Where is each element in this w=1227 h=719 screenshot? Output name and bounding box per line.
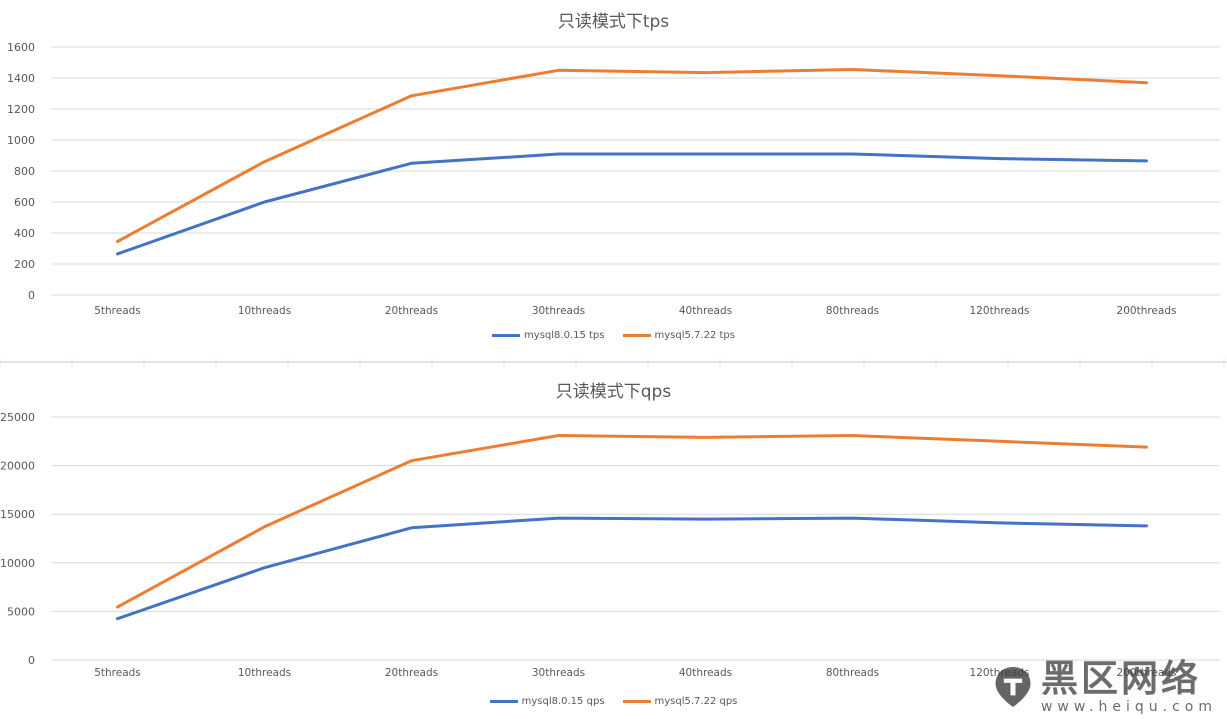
series-line-1 xyxy=(116,152,1148,256)
legend-swatch xyxy=(622,334,651,337)
x-tick-label: 200threads xyxy=(1117,305,1177,317)
x-tick-label: 200threads xyxy=(1117,667,1177,679)
series-line-2 xyxy=(116,434,1148,609)
legend-label: mysql8.0.15 qps xyxy=(521,696,605,707)
legend-label: mysql5.7.22 qps xyxy=(654,696,738,707)
legend-item-series-1: mysql8.0.15 tps xyxy=(492,330,605,341)
x-tick-label: 5threads xyxy=(94,667,141,679)
series-line-2 xyxy=(116,68,1148,243)
y-tick-label: 1400 xyxy=(7,72,35,85)
y-tick-label: 20000 xyxy=(0,460,35,473)
y-tick-label: 1000 xyxy=(7,134,35,147)
watermark-url: www.heiqu.com xyxy=(1040,699,1217,715)
legend-label: mysql5.7.22 tps xyxy=(654,330,735,341)
watermark-cn: 黑区网络 xyxy=(1040,657,1201,700)
qps-chart[interactable]: 只读模式下qps 0 5000 10000 15000 20000 25000 5threa… xyxy=(0,367,1227,719)
series-line-1 xyxy=(116,516,1148,621)
y-tick-label: 0 xyxy=(28,289,35,302)
legend-item-series-2: mysql5.7.22 qps xyxy=(622,696,738,707)
legend-swatch xyxy=(622,700,651,703)
legend-item-series-2: mysql5.7.22 tps xyxy=(622,330,735,341)
tps-plot-area: 0 200 400 600 800 1000 1200 1400 1600 5threads 10t… xyxy=(7,41,1220,317)
x-tick-label: 80threads xyxy=(826,305,879,317)
qps-plot-area: 0 5000 10000 15000 20000 25000 5threads 10threa… xyxy=(0,411,1220,679)
y-tick-label: 5000 xyxy=(7,605,35,618)
y-tick-label: 0 xyxy=(28,654,35,667)
y-tick-label: 1600 xyxy=(7,41,35,54)
x-tick-label: 20threads xyxy=(385,305,438,317)
x-tick-label: 10threads xyxy=(238,667,291,679)
x-tick-label: 10threads xyxy=(238,305,291,317)
tps-chart[interactable]: 只读模式下tps 0 200 400 600 800 1000 1200 1400 1600 5t… xyxy=(0,0,1227,358)
chart-title: 只读模式下tps xyxy=(557,12,670,32)
y-tick-label: 15000 xyxy=(0,508,35,521)
pin-logo-icon xyxy=(995,667,1031,707)
x-tick-label: 5threads xyxy=(94,305,141,317)
y-tick-label: 25000 xyxy=(0,411,35,424)
site-watermark: 黑区网络 www.heiqu.com xyxy=(993,655,1217,719)
x-tick-label: 80threads xyxy=(826,667,879,679)
legend-swatch xyxy=(492,334,521,337)
x-tick-label: 20threads xyxy=(385,667,438,679)
chart-title: 只读模式下qps xyxy=(555,382,672,402)
x-tick-label: 40threads xyxy=(679,667,732,679)
y-tick-label: 10000 xyxy=(0,557,35,570)
chart-legend: mysql8.0.15 qps mysql5.7.22 qps xyxy=(0,696,1227,707)
x-tick-label: 120threads xyxy=(970,305,1030,317)
x-tick-label: 30threads xyxy=(532,305,585,317)
y-tick-label: 200 xyxy=(14,258,35,271)
x-tick-label: 30threads xyxy=(532,667,585,679)
chart-legend: mysql8.0.15 tps mysql5.7.22 tps xyxy=(0,330,1227,341)
legend-swatch xyxy=(489,700,518,703)
y-tick-label: 600 xyxy=(14,196,35,209)
y-tick-label: 1200 xyxy=(7,103,35,116)
x-tick-label: 40threads xyxy=(679,305,732,317)
legend-item-series-1: mysql8.0.15 qps xyxy=(489,696,605,707)
y-tick-label: 800 xyxy=(14,165,35,178)
legend-label: mysql8.0.15 tps xyxy=(524,330,605,341)
y-tick-label: 400 xyxy=(14,227,35,240)
